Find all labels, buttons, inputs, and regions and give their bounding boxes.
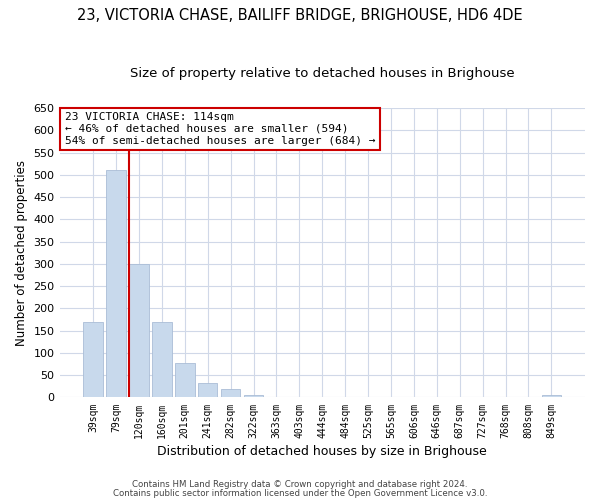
- Text: Contains HM Land Registry data © Crown copyright and database right 2024.: Contains HM Land Registry data © Crown c…: [132, 480, 468, 489]
- Bar: [175, 362, 194, 398]
- Text: 23 VICTORIA CHASE: 114sqm
← 46% of detached houses are smaller (594)
54% of semi: 23 VICTORIA CHASE: 114sqm ← 46% of detac…: [65, 112, 375, 146]
- Title: Size of property relative to detached houses in Brighouse: Size of property relative to detached ho…: [130, 68, 515, 80]
- Bar: [221, 388, 241, 398]
- X-axis label: Distribution of detached houses by size in Brighouse: Distribution of detached houses by size …: [157, 444, 487, 458]
- Text: Contains public sector information licensed under the Open Government Licence v3: Contains public sector information licen…: [113, 488, 487, 498]
- Y-axis label: Number of detached properties: Number of detached properties: [15, 160, 28, 346]
- Bar: [83, 322, 103, 398]
- Bar: [244, 395, 263, 398]
- Bar: [106, 170, 126, 398]
- Bar: [198, 383, 217, 398]
- Bar: [542, 395, 561, 398]
- Bar: [152, 322, 172, 398]
- Text: 23, VICTORIA CHASE, BAILIFF BRIDGE, BRIGHOUSE, HD6 4DE: 23, VICTORIA CHASE, BAILIFF BRIDGE, BRIG…: [77, 8, 523, 22]
- Bar: [129, 264, 149, 398]
